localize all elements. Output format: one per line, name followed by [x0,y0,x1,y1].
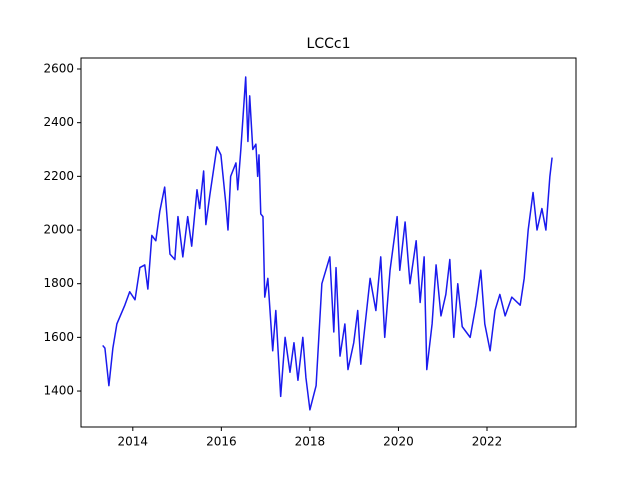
x-tick-label: 2014 [118,435,149,449]
x-tick-label: 2018 [295,435,326,449]
chart-title: LCCc1 [307,36,351,52]
x-tick-label: 2020 [383,435,414,449]
y-tick-label: 2600 [43,62,74,76]
y-tick-label: 1400 [43,384,74,398]
y-tick-label: 1800 [43,276,74,290]
y-tick-label: 2200 [43,169,74,183]
y-tick-label: 1600 [43,330,74,344]
y-tick-label: 2400 [43,115,74,129]
data-line [102,76,553,411]
y-tick-label: 2000 [43,223,74,237]
x-tick-label: 2022 [472,435,503,449]
plot-frame [80,57,577,428]
x-tick-label: 2016 [206,435,237,449]
